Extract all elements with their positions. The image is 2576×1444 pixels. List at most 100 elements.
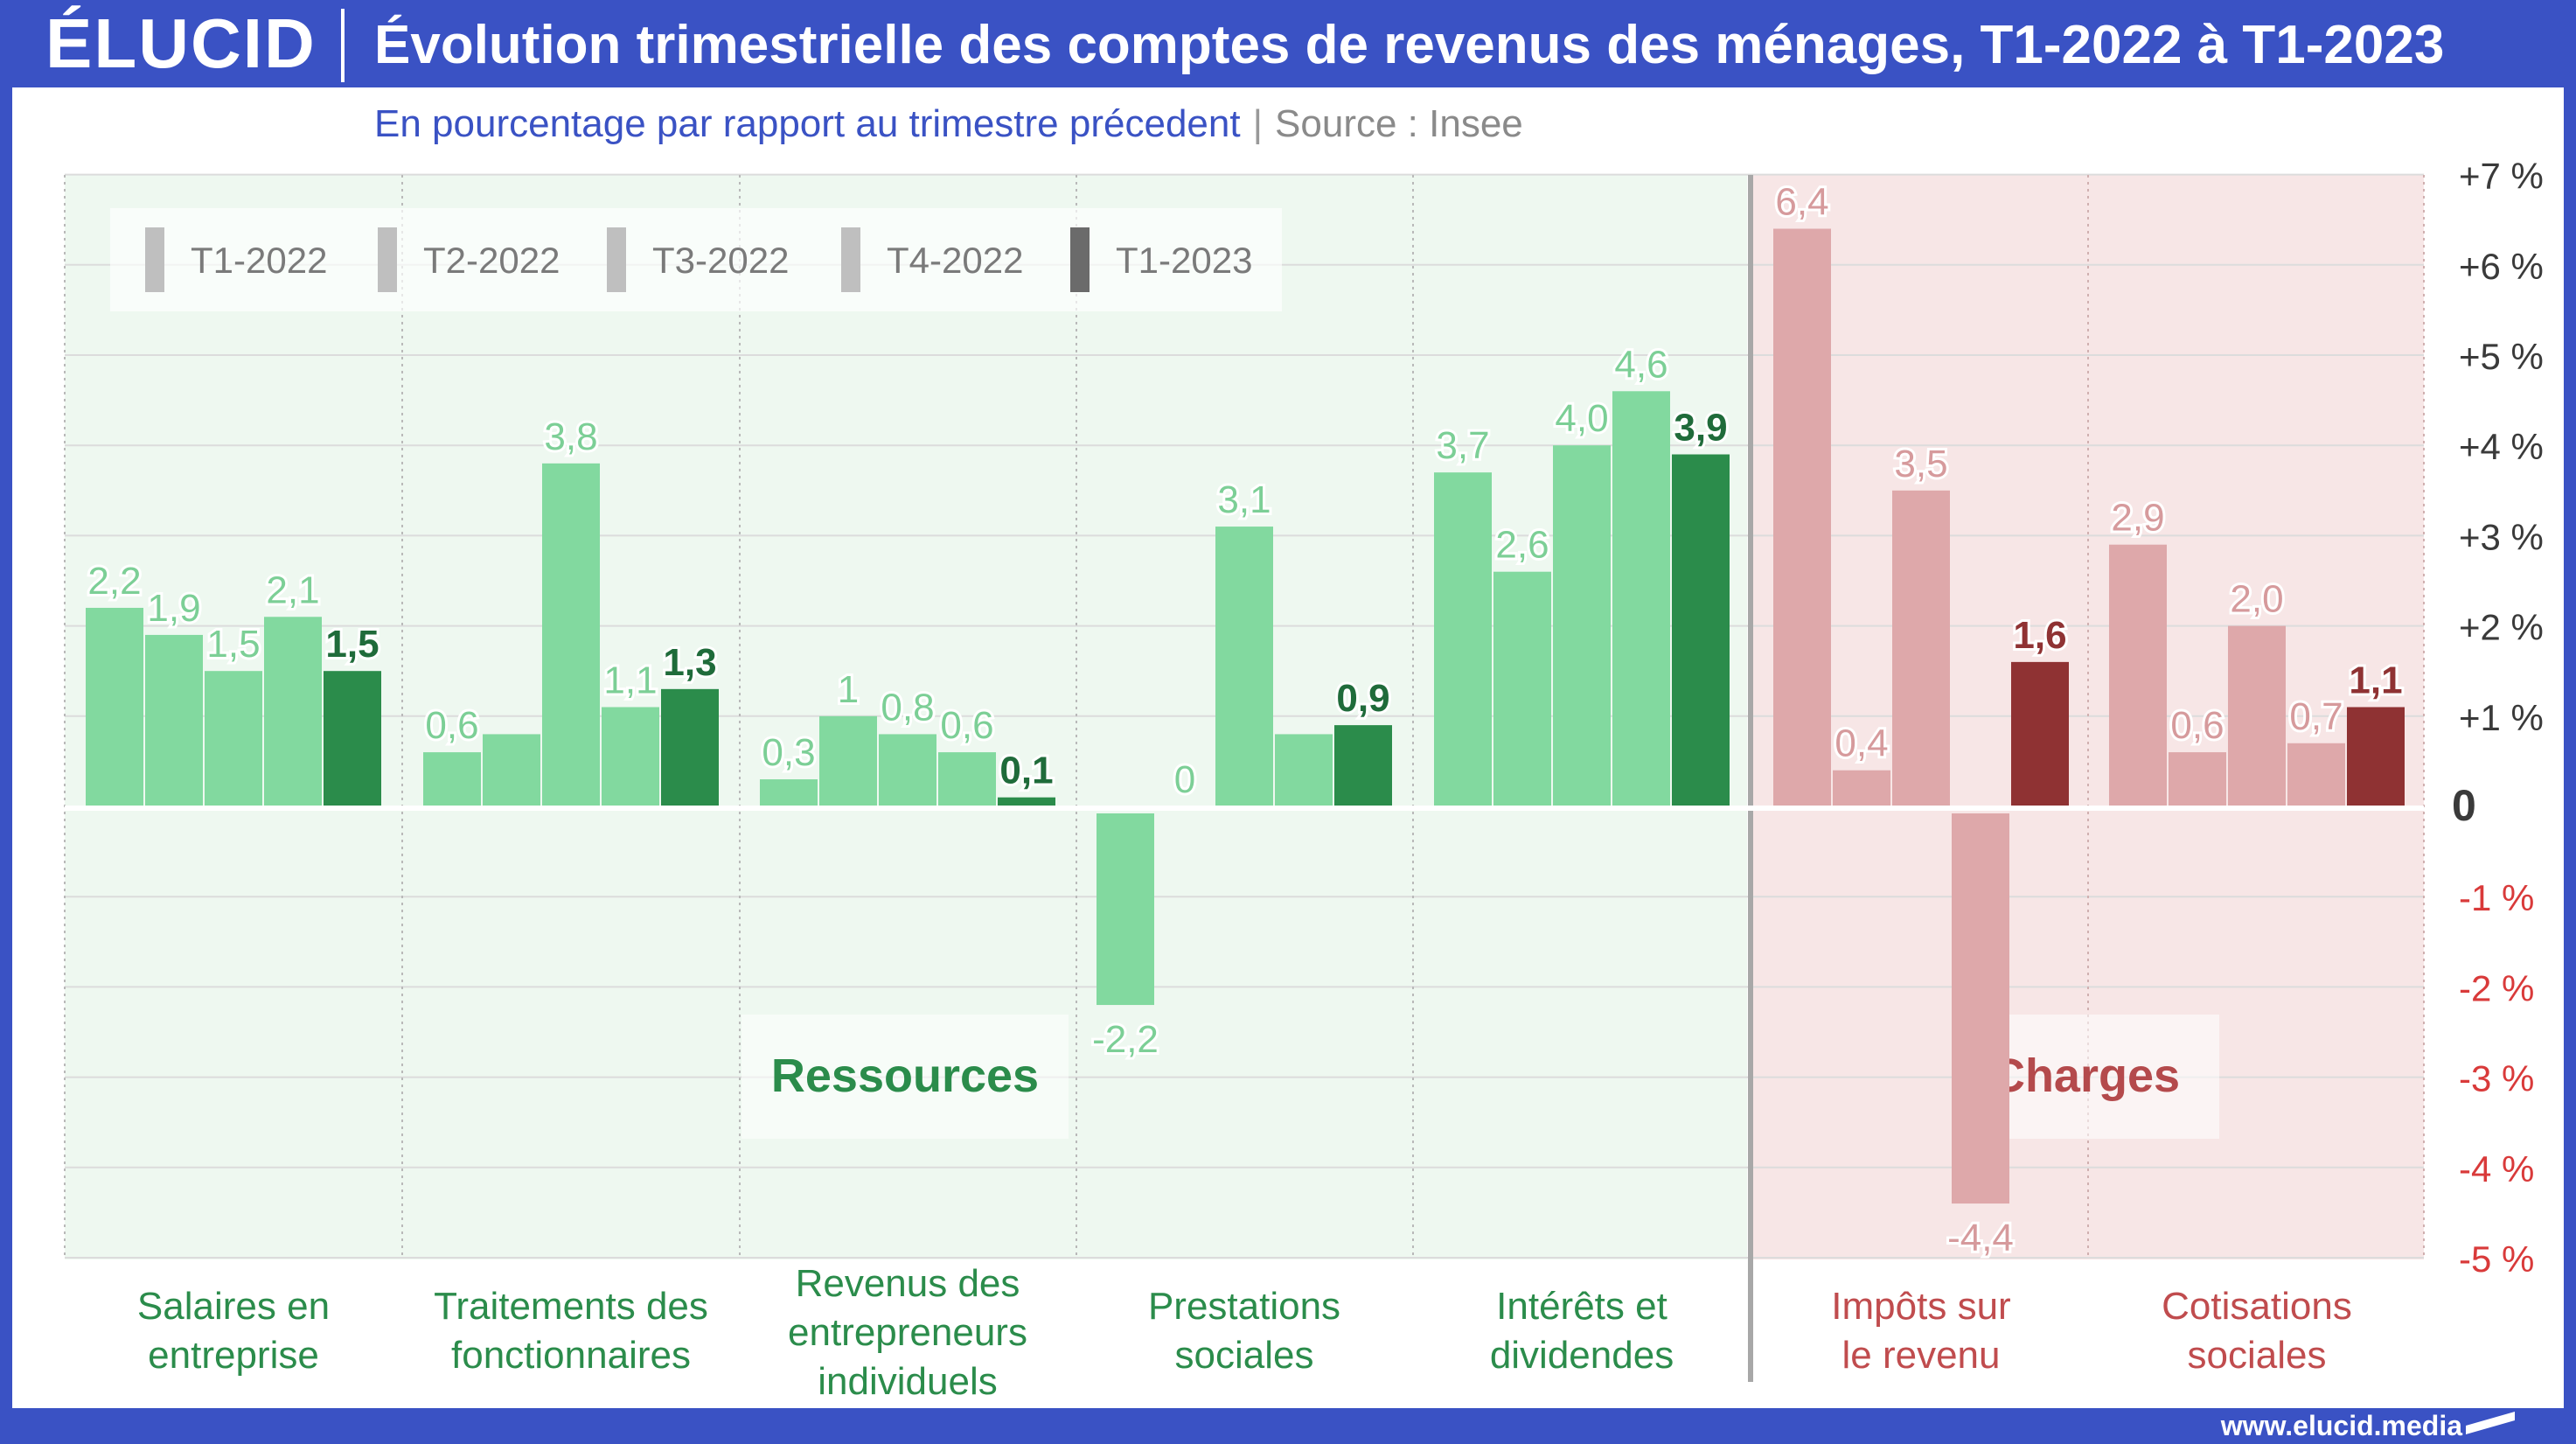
legend-label: T1-2022 bbox=[191, 240, 327, 281]
y-tick-label: +1 % bbox=[2459, 697, 2544, 738]
data-label: 6,4 bbox=[1775, 181, 1828, 224]
bar bbox=[542, 463, 600, 806]
bar bbox=[1553, 445, 1611, 806]
data-label: 2,0 bbox=[2230, 578, 2283, 621]
y-tick-label: +6 % bbox=[2459, 246, 2544, 287]
bar bbox=[1892, 490, 1950, 806]
data-label: 0 bbox=[1174, 758, 1195, 801]
bar bbox=[1097, 813, 1154, 1006]
data-label: 0,1 bbox=[999, 750, 1053, 792]
data-label: 2,2 bbox=[87, 560, 141, 603]
bar bbox=[423, 752, 481, 806]
data-label: 1,5 bbox=[206, 623, 260, 666]
y-tick-label: -5 % bbox=[2459, 1238, 2534, 1280]
data-label: 2,6 bbox=[1495, 524, 1549, 567]
category-label: Revenus des bbox=[796, 1262, 1020, 1305]
data-label: 2,9 bbox=[2111, 497, 2164, 540]
data-label: -2,2 bbox=[1092, 1018, 1159, 1061]
data-label: 0,9 bbox=[1336, 677, 1389, 720]
footer-url[interactable]: www.elucid.media bbox=[2220, 1410, 2462, 1441]
bar bbox=[2347, 707, 2405, 806]
data-label: 3,7 bbox=[1436, 424, 1489, 467]
legend-swatch bbox=[607, 227, 626, 292]
bar bbox=[998, 797, 1055, 806]
legend-label: T2-2022 bbox=[423, 240, 560, 281]
header-divider bbox=[341, 9, 345, 82]
subtitle-separator: | bbox=[1252, 102, 1264, 145]
bar bbox=[86, 607, 143, 806]
bar bbox=[2109, 544, 2167, 806]
legend-swatch bbox=[841, 227, 860, 292]
chart-title: Évolution trimestrielle des comptes de r… bbox=[374, 15, 2445, 75]
data-label: 1,9 bbox=[147, 587, 200, 630]
section-label-charges: Charges bbox=[1991, 1050, 2180, 1102]
bar bbox=[205, 671, 262, 806]
data-label: 0,6 bbox=[940, 704, 993, 747]
data-label: 1,1 bbox=[2349, 659, 2402, 701]
bar bbox=[1334, 725, 1392, 806]
y-tick-label: -3 % bbox=[2459, 1058, 2534, 1099]
data-label: 3,1 bbox=[1217, 478, 1271, 521]
y-tick-label: -1 % bbox=[2459, 877, 2534, 918]
category-label: Impôts sur bbox=[1831, 1285, 2010, 1328]
legend-label: T1-2023 bbox=[1116, 240, 1252, 281]
category-label: fonctionnaires bbox=[451, 1334, 691, 1377]
bar bbox=[1833, 770, 1890, 806]
bar bbox=[145, 634, 203, 806]
category-label: Salaires en bbox=[137, 1285, 330, 1328]
category-label: Cotisations bbox=[2162, 1285, 2352, 1328]
category-label: sociales bbox=[1175, 1334, 1314, 1377]
category-label: le revenu bbox=[1841, 1334, 2000, 1377]
data-label: 4,6 bbox=[1614, 343, 1667, 386]
bar bbox=[1215, 527, 1273, 806]
bar bbox=[2011, 661, 2069, 806]
y-tick-label: +5 % bbox=[2459, 336, 2544, 377]
bar bbox=[1434, 472, 1492, 806]
elucid-logo: ÉLUCID bbox=[45, 4, 317, 82]
category-label: entreprise bbox=[148, 1334, 319, 1377]
section-label-ressources: Ressources bbox=[771, 1050, 1039, 1102]
bar bbox=[661, 688, 719, 806]
data-label: 0,6 bbox=[2170, 704, 2224, 747]
bar bbox=[819, 715, 877, 806]
data-label: 1,1 bbox=[603, 659, 657, 701]
legend-label: T3-2022 bbox=[652, 240, 789, 281]
data-label: 3,9 bbox=[1674, 407, 1727, 450]
bar bbox=[1275, 734, 1333, 806]
category-label: individuels bbox=[818, 1360, 997, 1403]
data-label: 4,0 bbox=[1555, 397, 1608, 440]
data-label: 0,4 bbox=[1835, 722, 1888, 765]
bar bbox=[602, 707, 659, 806]
header: ÉLUCID Évolution trimestrielle des compt… bbox=[0, 0, 2576, 87]
bar bbox=[1612, 391, 1670, 806]
category-label: entrepreneurs bbox=[788, 1311, 1027, 1354]
data-label: 1,6 bbox=[2013, 614, 2066, 657]
category-label: Traitements des bbox=[434, 1285, 708, 1328]
bar bbox=[1672, 454, 1730, 806]
data-label: 0,8 bbox=[881, 686, 934, 729]
category-label: Intérêts et bbox=[1496, 1285, 1667, 1328]
bar bbox=[264, 617, 322, 806]
y-tick-label: -4 % bbox=[2459, 1148, 2534, 1189]
bar bbox=[1773, 228, 1831, 806]
y-tick-label: 0 bbox=[2452, 781, 2476, 830]
bar bbox=[760, 779, 818, 806]
bar bbox=[2169, 752, 2226, 806]
y-tick-label: -2 % bbox=[2459, 967, 2534, 1008]
footer: www.elucid.media bbox=[0, 1408, 2576, 1444]
y-tick-label: +3 % bbox=[2459, 516, 2544, 557]
category-label: dividendes bbox=[1490, 1334, 1674, 1377]
data-label: 0,7 bbox=[2289, 695, 2343, 738]
data-label: 1,5 bbox=[325, 623, 379, 666]
subtitle-text: En pourcentage par rapport au trimestre … bbox=[374, 102, 1241, 145]
bar bbox=[1493, 571, 1551, 806]
data-label: 0,3 bbox=[762, 731, 815, 774]
category-label: sociales bbox=[2188, 1334, 2327, 1377]
bar bbox=[2228, 625, 2286, 806]
category-label: Prestations bbox=[1148, 1285, 1340, 1328]
data-label: 2,1 bbox=[266, 569, 319, 611]
source-text: Source : Insee bbox=[1275, 102, 1523, 145]
bar bbox=[324, 671, 381, 806]
data-label: 1 bbox=[838, 668, 859, 711]
legend-swatch bbox=[378, 227, 397, 292]
